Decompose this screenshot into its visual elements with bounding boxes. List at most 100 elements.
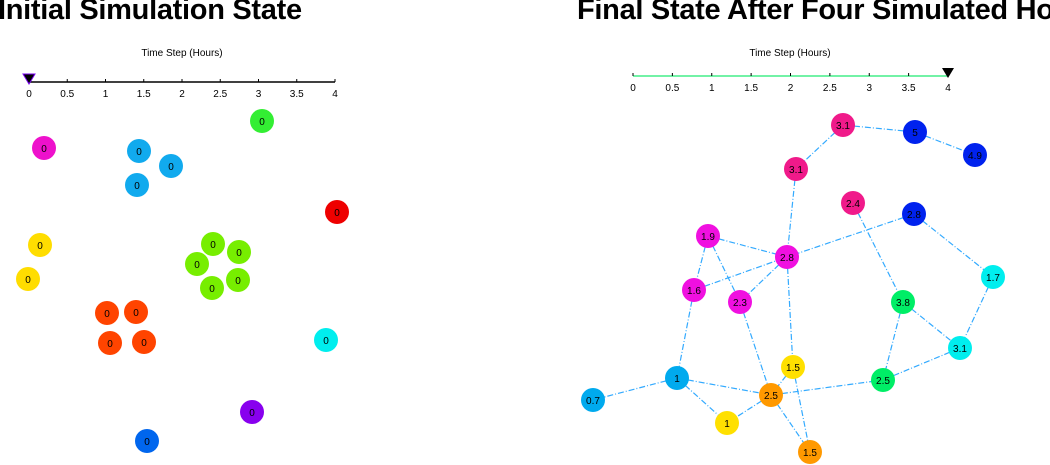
right-agent-node-label: 1.9 <box>701 232 715 243</box>
right-agent-node-label: 3.1 <box>953 344 967 355</box>
left-agent-node-label: 0 <box>144 437 150 448</box>
left-agent-node <box>135 429 159 453</box>
right-agent-node <box>728 290 752 314</box>
left-agent-node-label: 0 <box>323 336 329 347</box>
right-timeline-tick-label: 1.5 <box>744 83 758 94</box>
left-agent-node-label: 0 <box>25 275 31 286</box>
right-network-edge <box>786 168 797 258</box>
left-agent-node <box>95 301 119 325</box>
right-agent-node-label: 2.8 <box>907 210 921 221</box>
right-agent-node <box>903 120 927 144</box>
left-agent-node <box>127 139 151 163</box>
right-agent-node-label: 2.5 <box>876 376 890 387</box>
right-network-edge <box>913 213 994 278</box>
right-network-edge <box>959 276 994 349</box>
right-agent-node <box>948 336 972 360</box>
right-agent-node <box>891 290 915 314</box>
right-agent-node <box>963 143 987 167</box>
right-agent-node-label: 1 <box>724 419 730 430</box>
left-agent-node-label: 0 <box>104 309 110 320</box>
right-network-edge <box>739 301 772 396</box>
right-agent-node-label: 1.7 <box>986 273 1000 284</box>
left-agent-node-label: 0 <box>236 248 242 259</box>
left-agent-node-label: 0 <box>249 408 255 419</box>
right-timeline-tick-label: 1 <box>709 83 715 94</box>
left-timeline-tick-label: 1.5 <box>137 89 151 100</box>
right-agent-node <box>831 113 855 137</box>
right-agent-node-label: 1.5 <box>786 363 800 374</box>
right-agent-node <box>775 245 799 269</box>
left-agent-node-label: 0 <box>334 208 340 219</box>
right-agent-node <box>781 355 805 379</box>
left-timeline-tick-label: 3 <box>256 89 262 100</box>
right-timeline-tick-label: 0 <box>630 83 636 94</box>
left-agent-node-label: 0 <box>209 284 215 295</box>
left-agent-node-label: 0 <box>41 144 47 155</box>
right-agent-node <box>581 388 605 412</box>
left-agent-node <box>124 300 148 324</box>
right-agent-node-label: 3.1 <box>789 165 803 176</box>
right-agent-node-label: 3.1 <box>836 121 850 132</box>
right-agent-node-label: 0.7 <box>586 396 600 407</box>
left-agent-node <box>98 331 122 355</box>
left-agent-node-label: 0 <box>136 147 142 158</box>
right-agent-node <box>682 278 706 302</box>
right-network-edge <box>786 256 794 368</box>
right-network-edge <box>852 202 904 303</box>
right-timeline-tick-label: 2 <box>788 83 794 94</box>
right-agent-node-label: 1.6 <box>687 286 701 297</box>
left-agent-node <box>185 252 209 276</box>
left-agent-node <box>132 330 156 354</box>
left-agent-node-label: 0 <box>37 241 43 252</box>
left-agent-node <box>226 268 250 292</box>
right-network-edge <box>592 377 678 401</box>
left-timeline-tick-label: 2.5 <box>213 89 227 100</box>
right-panel-title: Final State After Four Simulated Hours <box>577 0 1050 26</box>
right-agent-node <box>715 411 739 435</box>
left-timeline-tick-label: 0 <box>26 89 32 100</box>
left-agent-node-label: 0 <box>259 117 265 128</box>
right-agent-node-label: 2.4 <box>846 199 860 210</box>
right-timeline-tick-label: 2.5 <box>823 83 837 94</box>
left-agent-node <box>125 173 149 197</box>
right-agent-node-label: 2.5 <box>764 391 778 402</box>
right-network-edge <box>902 301 961 349</box>
right-network-edge <box>792 366 811 453</box>
right-agent-node-label: 1 <box>674 374 680 385</box>
right-network-edge <box>676 377 772 396</box>
left-panel-title: Initial Simulation State <box>0 0 302 26</box>
left-agent-node-label: 0 <box>194 260 200 271</box>
right-network-edge <box>882 301 904 381</box>
right-agent-node <box>798 440 822 464</box>
right-network-edge <box>676 289 695 379</box>
right-agent-node-label: 3.8 <box>896 298 910 309</box>
left-agent-node <box>28 233 52 257</box>
left-agent-node <box>227 240 251 264</box>
right-timeline-tick-label: 3 <box>866 83 872 94</box>
right-timeline-label: Time Step (Hours) <box>749 48 830 59</box>
right-timeline-tick-label: 4 <box>945 83 951 94</box>
left-timeline-marker-handle[interactable] <box>22 73 36 85</box>
right-agent-node <box>665 366 689 390</box>
right-agent-node <box>784 157 808 181</box>
left-agent-node-label: 0 <box>107 339 113 350</box>
right-timeline-marker-handle[interactable] <box>942 68 954 78</box>
left-timeline-tick-label: 3.5 <box>290 89 304 100</box>
left-timeline-label: Time Step (Hours) <box>141 48 222 59</box>
left-timeline-tick-label: 0.5 <box>60 89 74 100</box>
right-network-edge <box>786 213 915 258</box>
left-agent-node <box>314 328 338 352</box>
right-timeline-tick-label: 0.5 <box>665 83 679 94</box>
right-network-edge <box>707 235 788 258</box>
right-agent-node-label: 2.3 <box>733 298 747 309</box>
left-timeline-tick-label: 1 <box>103 89 109 100</box>
left-agent-node-label: 0 <box>133 308 139 319</box>
left-agent-node-label: 0 <box>134 181 140 192</box>
right-network-edge <box>770 379 884 396</box>
left-agent-node-label: 0 <box>141 338 147 349</box>
left-agent-node <box>240 400 264 424</box>
right-agent-node <box>841 191 865 215</box>
left-timeline-tick-label: 2 <box>179 89 185 100</box>
right-network-edge <box>693 256 788 291</box>
